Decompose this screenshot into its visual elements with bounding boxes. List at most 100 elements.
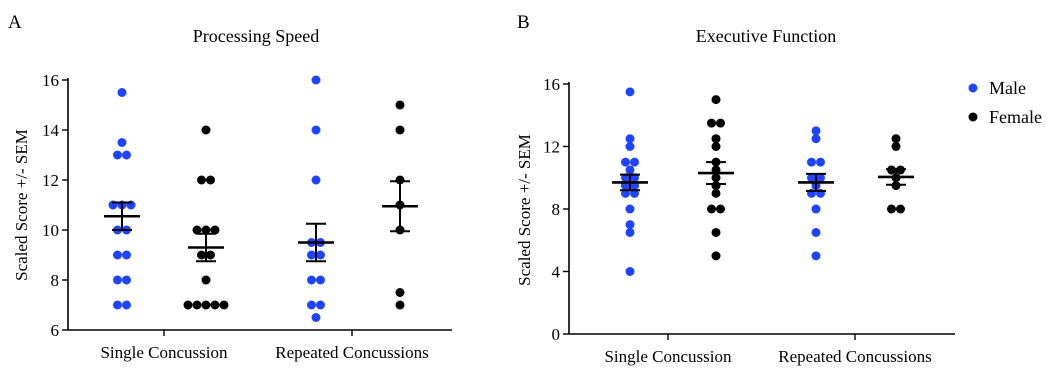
data-point-female bbox=[192, 225, 202, 235]
data-point-male bbox=[816, 173, 825, 183]
data-point-female bbox=[711, 251, 721, 261]
data-point-female bbox=[711, 188, 721, 198]
data-point-female bbox=[183, 300, 193, 310]
data-point-female bbox=[210, 225, 220, 235]
data-point-male bbox=[307, 250, 316, 260]
data-point-female bbox=[395, 288, 405, 297]
data-point-male bbox=[316, 275, 325, 285]
data-point-male bbox=[816, 157, 825, 167]
data-point-female bbox=[716, 118, 725, 128]
panel-b-y-axis-label: Scaled Score +/- SEM bbox=[515, 134, 534, 286]
data-point-female bbox=[711, 95, 721, 105]
x-category-label: Repeated Concussions bbox=[778, 347, 931, 366]
y-tick-label: 12 bbox=[42, 171, 59, 190]
data-point-female bbox=[206, 250, 215, 260]
data-point-male bbox=[625, 227, 635, 237]
data-point-female bbox=[891, 142, 901, 151]
data-point-male bbox=[122, 150, 131, 160]
y-tick-label: 16 bbox=[42, 71, 59, 90]
y-tick-label: 12 bbox=[543, 138, 560, 157]
panel-b: B Executive Function Scaled Score +/- SE… bbox=[515, 12, 955, 366]
y-tick-label: 10 bbox=[42, 221, 59, 240]
data-point-male bbox=[625, 134, 635, 144]
data-point-female bbox=[887, 204, 896, 214]
data-point-male bbox=[311, 313, 321, 322]
data-point-male bbox=[113, 250, 122, 260]
x-category-label: Single Concussion bbox=[604, 347, 732, 366]
data-point-female bbox=[395, 300, 405, 310]
data-point-female bbox=[192, 300, 202, 310]
data-point-female bbox=[201, 225, 211, 235]
legend-female-marker bbox=[968, 112, 978, 122]
x-category-label: Single Concussion bbox=[100, 343, 228, 362]
data-point-female bbox=[395, 100, 405, 110]
data-point-male bbox=[630, 157, 639, 167]
data-point-male bbox=[316, 300, 325, 310]
data-point-male bbox=[113, 300, 122, 310]
data-point-male bbox=[807, 157, 816, 167]
data-point-male bbox=[625, 220, 635, 230]
data-point-female bbox=[711, 227, 721, 237]
data-point-male bbox=[625, 165, 635, 175]
data-point-female bbox=[210, 300, 220, 310]
data-point-male bbox=[807, 173, 816, 183]
y-tick-label: 14 bbox=[42, 121, 60, 140]
data-point-female bbox=[197, 175, 206, 185]
data-point-male bbox=[316, 250, 325, 260]
y-tick-label: 6 bbox=[51, 321, 60, 340]
data-point-female bbox=[896, 204, 905, 214]
data-point-male bbox=[122, 300, 131, 310]
data-point-female bbox=[711, 134, 721, 144]
y-tick-label: 16 bbox=[543, 75, 560, 94]
data-point-male bbox=[311, 75, 321, 85]
data-point-male bbox=[122, 275, 131, 285]
data-point-female bbox=[201, 300, 211, 310]
data-point-female bbox=[707, 204, 716, 214]
data-point-male bbox=[307, 300, 316, 310]
data-point-male bbox=[122, 250, 131, 260]
data-point-female bbox=[395, 125, 405, 135]
data-point-male bbox=[625, 267, 635, 276]
legend-female-label: Female bbox=[989, 107, 1042, 127]
panel-a-plot: 6 8 10 12 14 16 Single Concussion Repeated Conc… bbox=[42, 71, 452, 362]
data-point-male bbox=[811, 227, 821, 237]
data-point-male bbox=[117, 138, 127, 147]
y-tick-label: 4 bbox=[552, 263, 561, 282]
data-point-female bbox=[711, 142, 721, 151]
data-point-male bbox=[307, 275, 316, 285]
data-point-male bbox=[811, 134, 821, 144]
data-point-male bbox=[625, 87, 635, 97]
legend-male-label: Male bbox=[989, 78, 1026, 98]
data-point-male bbox=[113, 275, 122, 285]
data-point-female bbox=[716, 204, 725, 214]
data-point-male bbox=[113, 150, 122, 160]
data-point-female bbox=[707, 118, 716, 128]
data-point-male bbox=[811, 126, 821, 136]
data-point-female bbox=[201, 125, 211, 135]
data-point-male bbox=[311, 175, 321, 185]
legend: Male Female bbox=[968, 78, 1042, 127]
y-tick-label: 8 bbox=[552, 200, 561, 219]
data-point-female bbox=[197, 250, 206, 260]
data-point-male bbox=[117, 88, 127, 97]
data-point-male bbox=[625, 142, 635, 151]
data-point-male bbox=[311, 125, 321, 135]
y-tick-label: 0 bbox=[552, 325, 561, 344]
data-point-female bbox=[891, 134, 901, 144]
data-point-male bbox=[811, 204, 821, 214]
data-point-female bbox=[206, 175, 215, 185]
panel-b-plot: 0 4 8 12 16 Single Concussion Repeated Concuss… bbox=[543, 75, 955, 366]
panel-a-title: Processing Speed bbox=[193, 26, 319, 46]
panel-b-letter: B bbox=[517, 12, 530, 33]
data-point-male bbox=[621, 157, 630, 167]
panel-a: A Processing Speed Scaled Score +/- SEM … bbox=[8, 12, 452, 362]
data-point-male bbox=[811, 251, 821, 261]
x-category-label: Repeated Concussions bbox=[275, 343, 428, 362]
y-tick-label: 8 bbox=[51, 271, 60, 290]
panel-b-title: Executive Function bbox=[696, 26, 836, 46]
data-point-female bbox=[219, 300, 229, 310]
panel-a-y-axis-label: Scaled Score +/- SEM bbox=[12, 129, 31, 281]
data-point-female bbox=[201, 275, 211, 285]
panel-a-letter: A bbox=[8, 12, 22, 33]
